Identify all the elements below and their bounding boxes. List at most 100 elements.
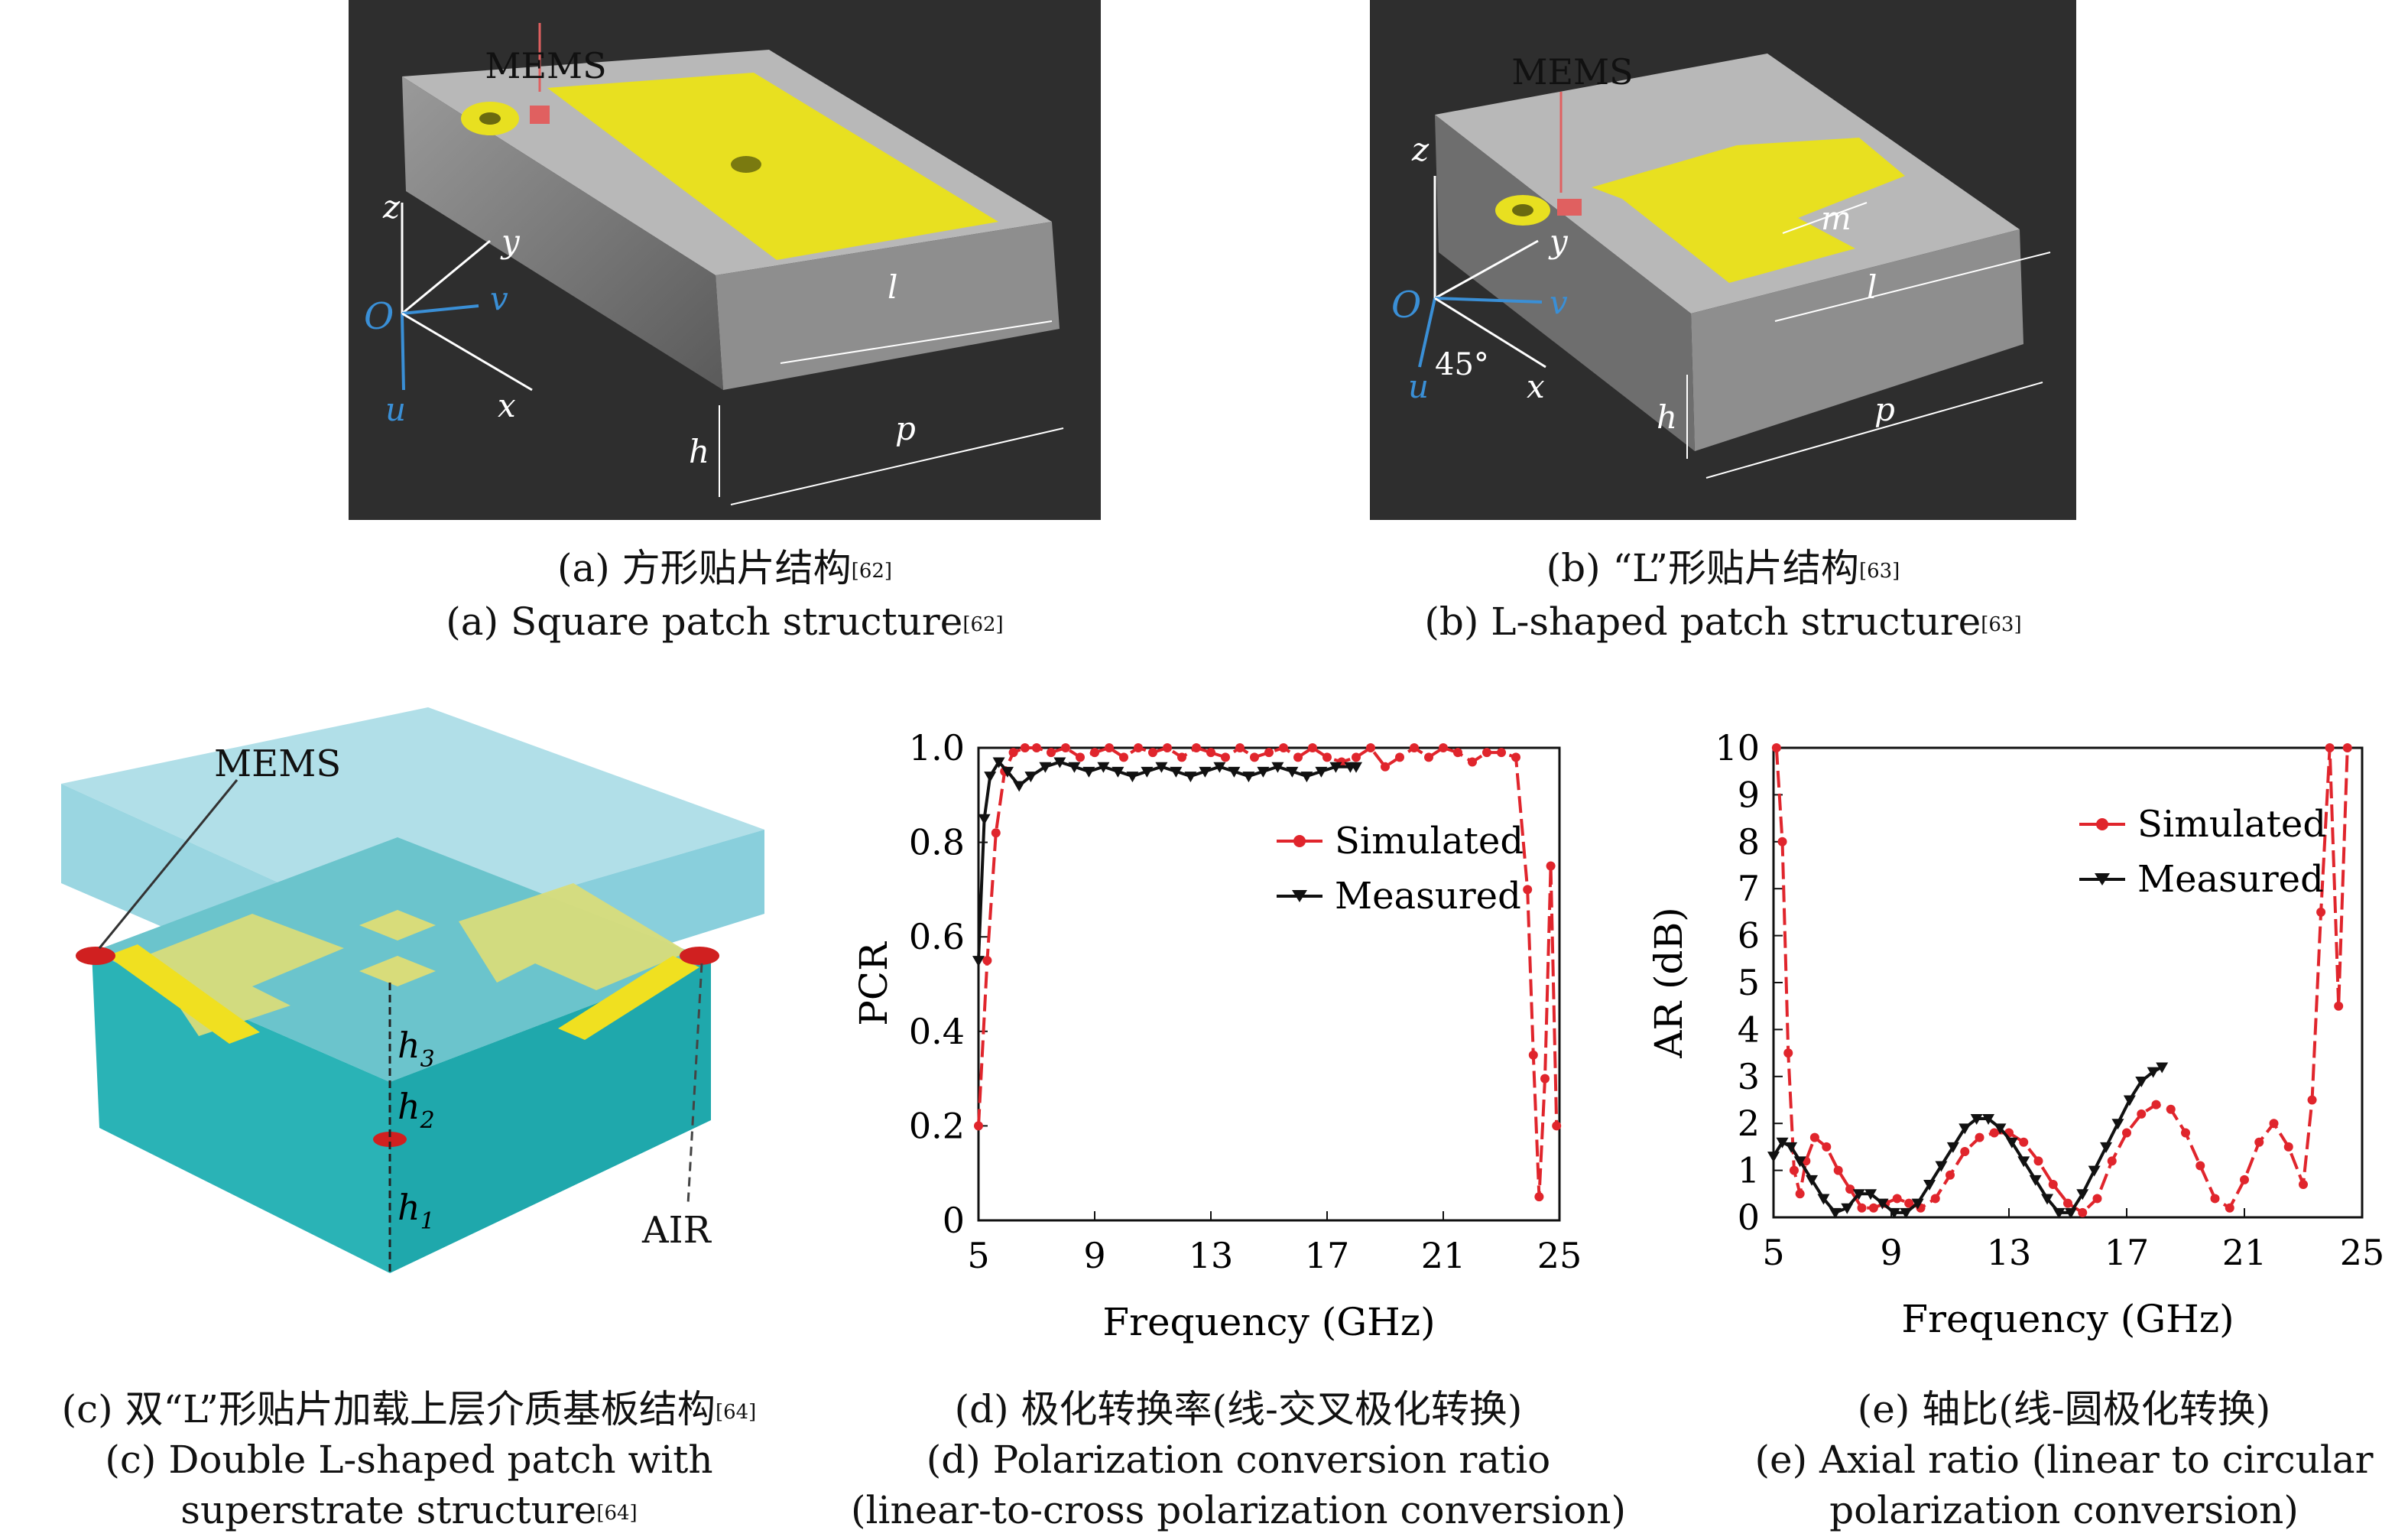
data-point-simulated: [1381, 762, 1390, 772]
data-point-measured: [1911, 1198, 1924, 1210]
caption-c-cn-suffix: 形贴片加载上层介质基板结构: [218, 1387, 716, 1431]
y-tick-label: 6: [1738, 915, 1760, 957]
data-point-simulated: [1192, 743, 1201, 752]
square-patch-diagram: MEMS z y v O u x l h p: [364, 23, 1064, 505]
data-point-measured: [1242, 772, 1255, 783]
v-axis: [401, 304, 479, 315]
mems-label: MEMS: [485, 45, 606, 86]
caption-e-en-line1: (e) Axial ratio (linear to circular: [1754, 1438, 2374, 1482]
mems-right: [680, 947, 719, 965]
data-point-measured: [1013, 781, 1026, 792]
caption-b-cn: (b) “L”形贴片结构[63]: [1370, 543, 2076, 593]
data-point-measured: [2005, 1137, 2018, 1149]
caption-a-en-text: (a) Square patch structure: [446, 599, 963, 644]
u-label: u: [385, 391, 406, 428]
data-point-measured: [972, 956, 985, 967]
data-point-measured: [1155, 762, 1168, 773]
u-axis: [401, 313, 405, 391]
data-point-simulated: [1809, 1132, 1819, 1142]
right-l-patch: [459, 883, 688, 990]
x-tick-label: 25: [2340, 1232, 2385, 1273]
mems-pad-hole: [479, 112, 501, 125]
data-point-simulated: [1090, 748, 1099, 758]
data-point-simulated: [2299, 1180, 2308, 1190]
data-point-simulated: [1904, 1198, 1914, 1208]
data-point-measured: [1082, 766, 1095, 778]
z-label: z: [382, 188, 401, 226]
data-point-measured: [1286, 766, 1299, 778]
data-point-measured: [1970, 1114, 1983, 1126]
y-axis: [401, 239, 491, 315]
data-point-simulated: [1482, 748, 1491, 758]
data-point-measured: [1946, 1142, 1959, 1153]
series-line-measured: [1772, 1065, 2163, 1215]
data-point-measured: [1257, 766, 1270, 778]
l-dimension: [1774, 252, 2051, 322]
data-point-simulated: [2137, 1109, 2147, 1119]
data-point-simulated: [2195, 1161, 2205, 1171]
data-point-measured: [1959, 1123, 1972, 1135]
v-axis: [1434, 297, 1543, 304]
data-point-measured: [1184, 772, 1197, 783]
legend-marker-simulated: [1293, 835, 1306, 847]
y-axis: [1434, 239, 1539, 300]
x-tick-label: 13: [1189, 1235, 1234, 1276]
caption-d-en-line1: (d) Polarization conversion ratio: [926, 1438, 1551, 1482]
substrate-left: [402, 76, 723, 390]
data-point-measured: [1001, 766, 1014, 778]
data-point-simulated: [1410, 743, 1419, 752]
data-point-measured: [1806, 1174, 1819, 1186]
data-point-simulated: [2269, 1119, 2279, 1129]
caption-c-en-line2-text: superstrate structure: [180, 1488, 597, 1532]
x-label: x: [1527, 368, 1545, 405]
caption-b-en-ref: [63]: [1981, 613, 2022, 636]
data-point-simulated: [1250, 752, 1259, 762]
data-point-measured: [984, 772, 997, 783]
l-dimension: [780, 320, 1053, 364]
data-point-simulated: [2307, 1095, 2317, 1105]
substrate-front: [716, 222, 1060, 390]
data-point-measured: [1841, 1203, 1854, 1214]
legend-label-simulated: Simulated: [1335, 820, 1524, 863]
data-point-measured: [2147, 1067, 2160, 1078]
data-point-simulated: [2092, 1194, 2102, 1204]
caption-b-en-text: (b) L-shaped patch structure: [1424, 599, 1981, 644]
data-point-measured: [1329, 762, 1342, 773]
mems-pad-hole: [1512, 204, 1533, 216]
v-label: v: [490, 280, 508, 317]
y-tick-label: 0: [943, 1200, 965, 1241]
y-tick-label: 2: [1738, 1103, 1760, 1144]
data-point-simulated: [1857, 1203, 1867, 1213]
data-point-simulated: [1105, 743, 1114, 752]
data-point-simulated: [1975, 1132, 1984, 1142]
data-point-measured: [1228, 766, 1241, 778]
data-point-simulated: [1032, 743, 1041, 752]
data-point-measured: [1350, 762, 1362, 773]
substrate-front: [1691, 229, 2023, 451]
superstrate-top: [61, 707, 764, 937]
air-pointer: [686, 963, 703, 1205]
data-point-measured: [2156, 1062, 2169, 1074]
y-tick-label: 0: [1738, 1197, 1760, 1238]
data-point-simulated: [1868, 1203, 1878, 1213]
data-point-simulated: [2342, 743, 2352, 752]
data-point-simulated: [2033, 1156, 2043, 1166]
data-point-simulated: [1795, 1189, 1805, 1199]
data-point-measured: [1767, 1152, 1780, 1163]
legend-label-simulated: Simulated: [2137, 803, 2326, 846]
data-point-simulated: [1833, 1165, 1843, 1175]
x-axis-label: Frequency (GHz): [1901, 1297, 2234, 1341]
data-point-simulated: [1148, 748, 1157, 758]
u-label: u: [1408, 368, 1429, 405]
data-point-simulated: [1076, 752, 1085, 762]
data-point-simulated: [1264, 748, 1274, 758]
caption-a-en-ref: [62]: [962, 613, 1004, 636]
data-point-simulated: [1020, 743, 1030, 752]
data-point-simulated: [2210, 1194, 2220, 1204]
caption-b-cn-suffix: 形贴片结构: [1667, 546, 1859, 590]
data-point-measured: [1039, 762, 1052, 773]
data-point-simulated: [1177, 752, 1186, 762]
y-label: y: [1548, 223, 1569, 260]
data-point-simulated: [1771, 743, 1781, 752]
data-point-measured: [1923, 1180, 1936, 1191]
